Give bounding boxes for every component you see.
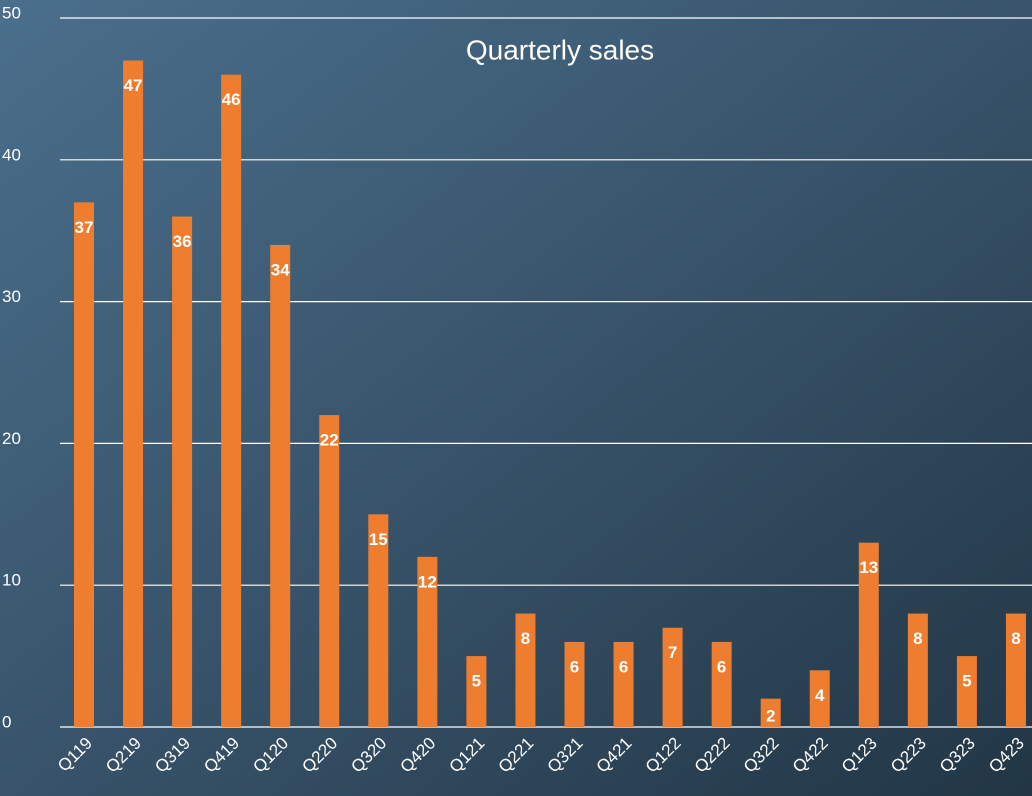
value-label: 8 xyxy=(1011,629,1020,648)
value-label: 5 xyxy=(472,672,481,691)
y-tick-label: 10 xyxy=(2,571,21,590)
value-label: 8 xyxy=(913,629,922,648)
value-label: 4 xyxy=(815,686,825,705)
value-label: 6 xyxy=(619,657,628,676)
value-label: 46 xyxy=(222,90,241,109)
value-label: 6 xyxy=(717,657,726,676)
y-tick-label: 40 xyxy=(2,145,21,164)
bar xyxy=(565,642,585,727)
value-label: 34 xyxy=(271,260,290,279)
bar xyxy=(172,217,192,727)
chart-title: Quarterly sales xyxy=(466,34,654,65)
value-label: 13 xyxy=(859,558,878,577)
value-label: 2 xyxy=(766,706,775,725)
bar xyxy=(270,245,290,727)
bar xyxy=(123,61,143,727)
value-label: 15 xyxy=(369,530,388,549)
bar xyxy=(957,656,977,727)
y-tick-label: 30 xyxy=(2,287,21,306)
bar xyxy=(466,656,486,727)
value-label: 47 xyxy=(124,76,143,95)
value-label: 7 xyxy=(668,643,677,662)
value-label: 37 xyxy=(75,218,94,237)
y-tick-label: 20 xyxy=(2,429,21,448)
value-label: 36 xyxy=(173,232,192,251)
value-label: 5 xyxy=(962,672,971,691)
page: {"chart_data": {"type": "bar", "title": … xyxy=(0,0,1032,796)
chart: Quarterly sales 01020304050Q11937Q21947Q… xyxy=(0,0,1032,796)
bar xyxy=(614,642,634,727)
bar xyxy=(221,75,241,727)
value-label: 6 xyxy=(570,657,579,676)
bar xyxy=(712,642,732,727)
y-tick-label: 0 xyxy=(2,712,11,731)
value-label: 12 xyxy=(418,572,437,591)
bar xyxy=(319,415,339,727)
y-tick-label: 50 xyxy=(2,3,21,22)
bar xyxy=(74,202,94,727)
value-label: 8 xyxy=(521,629,530,648)
value-label: 22 xyxy=(320,431,339,450)
